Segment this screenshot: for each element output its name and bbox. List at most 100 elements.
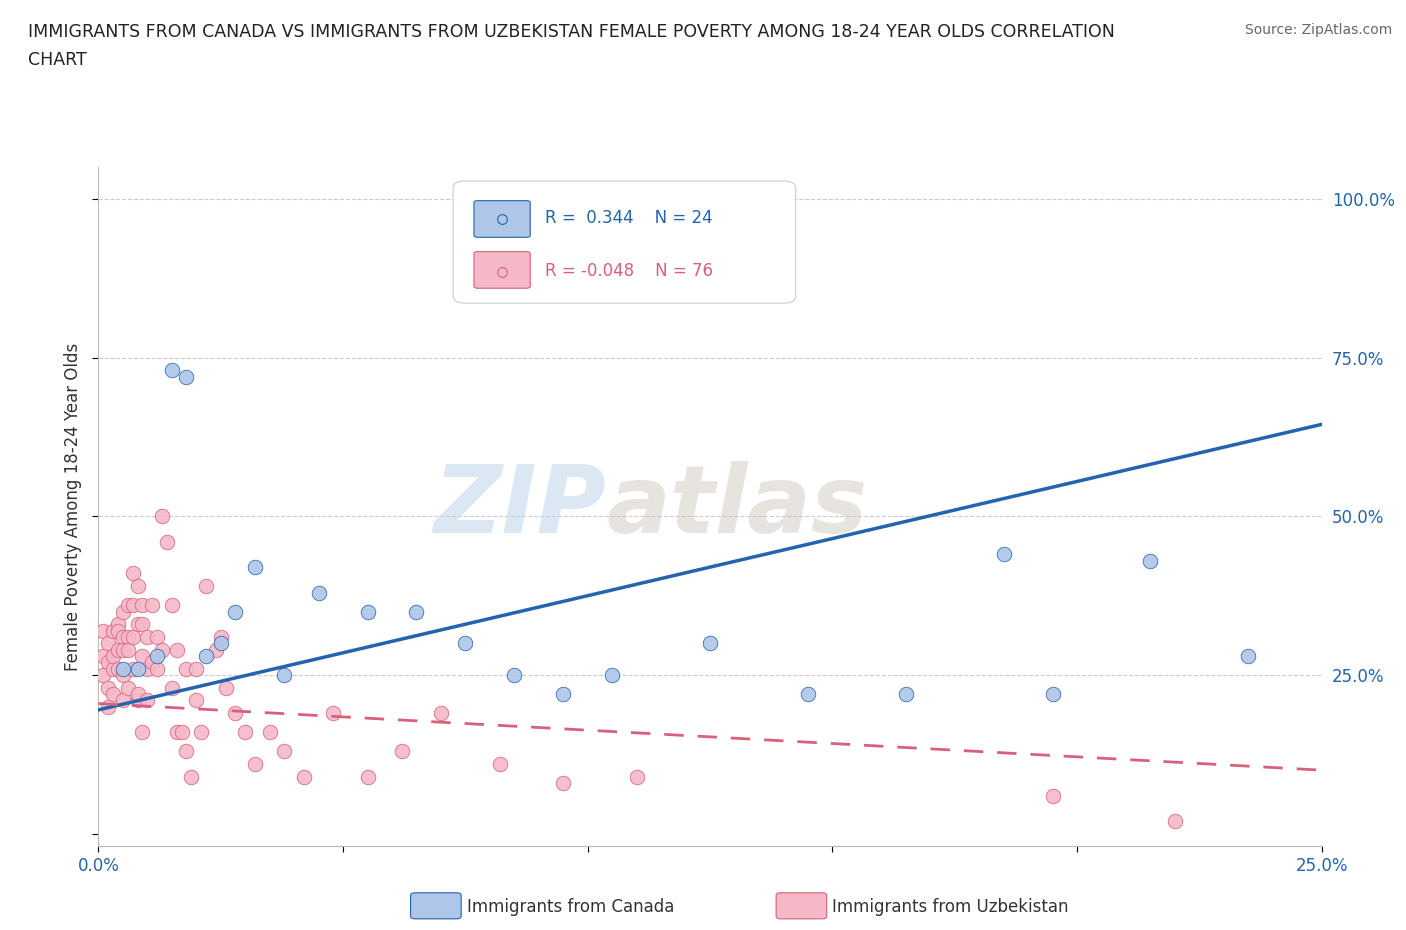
Text: CHART: CHART [28, 51, 87, 69]
Point [454, 636, 477, 651]
Point [503, 668, 526, 683]
Point [131, 598, 153, 613]
Point [243, 560, 266, 575]
Point [209, 630, 232, 644]
Point [107, 617, 129, 631]
Point [170, 724, 193, 739]
Point [195, 648, 218, 663]
FancyBboxPatch shape [474, 201, 530, 237]
Point [186, 661, 208, 676]
Point [166, 724, 188, 739]
Point [180, 769, 202, 784]
Point [224, 706, 246, 721]
Text: IMMIGRANTS FROM CANADA VS IMMIGRANTS FROM UZBEKISTAN FEMALE POVERTY AMONG 18-24 : IMMIGRANTS FROM CANADA VS IMMIGRANTS FRO… [28, 23, 1115, 41]
Point [160, 363, 183, 378]
Point [160, 680, 183, 695]
Point [430, 706, 453, 721]
Point [141, 655, 163, 670]
Point [127, 578, 149, 593]
Point [205, 643, 228, 658]
Y-axis label: Female Poverty Among 18-24 Year Olds: Female Poverty Among 18-24 Year Olds [63, 343, 82, 671]
Point [626, 769, 648, 784]
Point [121, 630, 143, 644]
Point [101, 623, 124, 638]
Point [141, 598, 163, 613]
Point [699, 636, 721, 651]
Point [101, 661, 124, 676]
Point [356, 604, 378, 619]
Point [1139, 553, 1161, 568]
Point [259, 724, 281, 739]
Point [190, 724, 212, 739]
Point [136, 693, 159, 708]
Point [195, 578, 218, 593]
Point [117, 680, 139, 695]
Point [993, 547, 1015, 562]
Point [127, 661, 149, 676]
Point [233, 724, 256, 739]
Point [136, 661, 159, 676]
Point [111, 661, 134, 676]
Text: R =  0.344    N = 24: R = 0.344 N = 24 [546, 208, 713, 227]
Point [111, 643, 134, 658]
Point [553, 776, 575, 790]
Point [127, 686, 149, 701]
Point [150, 643, 173, 658]
Point [356, 769, 378, 784]
Point [176, 369, 198, 384]
Point [111, 630, 134, 644]
Point [117, 630, 139, 644]
Point [107, 623, 129, 638]
Point [797, 686, 820, 701]
Point [273, 668, 295, 683]
Point [91, 648, 114, 663]
Text: ZIP: ZIP [433, 461, 606, 552]
Point [600, 668, 623, 683]
Point [111, 693, 134, 708]
Point [97, 636, 120, 651]
Point [160, 598, 183, 613]
Point [131, 617, 153, 631]
Point [107, 643, 129, 658]
Text: Immigrants from Canada: Immigrants from Canada [467, 897, 673, 916]
Point [209, 636, 232, 651]
Point [1042, 788, 1064, 803]
Point [488, 756, 510, 771]
Text: R = -0.048    N = 76: R = -0.048 N = 76 [546, 261, 713, 280]
Text: Source: ZipAtlas.com: Source: ZipAtlas.com [1244, 23, 1392, 37]
Point [166, 643, 188, 658]
Point [97, 655, 120, 670]
FancyBboxPatch shape [474, 252, 530, 288]
FancyBboxPatch shape [453, 181, 796, 303]
Point [111, 668, 134, 683]
Point [1237, 648, 1260, 663]
Point [146, 630, 169, 644]
Point [131, 724, 153, 739]
Point [127, 617, 149, 631]
Point [111, 604, 134, 619]
Point [146, 661, 169, 676]
Point [243, 756, 266, 771]
Point [121, 661, 143, 676]
Point [273, 744, 295, 759]
Point [131, 648, 153, 663]
Point [136, 630, 159, 644]
Point [146, 648, 169, 663]
Point [150, 509, 173, 524]
Point [292, 769, 315, 784]
Text: atlas: atlas [606, 461, 868, 552]
Point [224, 604, 246, 619]
Point [91, 623, 114, 638]
Point [101, 686, 124, 701]
Point [121, 598, 143, 613]
Point [1042, 686, 1064, 701]
Point [322, 706, 344, 721]
Point [308, 585, 330, 600]
Point [156, 535, 179, 550]
Point [97, 680, 120, 695]
Point [186, 693, 208, 708]
Point [553, 686, 575, 701]
Point [1164, 814, 1187, 829]
Point [117, 598, 139, 613]
Point [391, 744, 413, 759]
